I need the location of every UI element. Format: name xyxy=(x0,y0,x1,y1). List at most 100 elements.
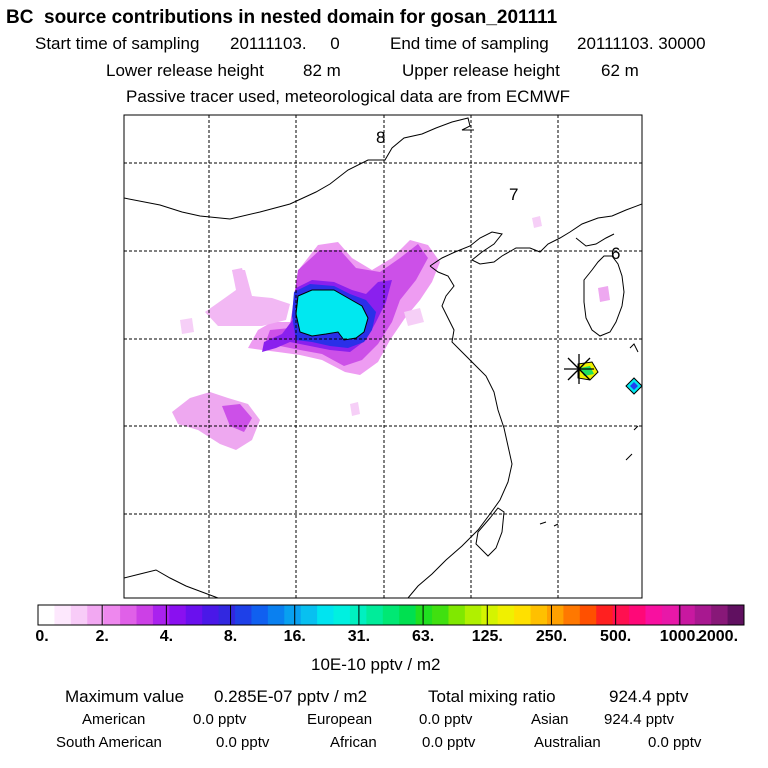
colorbar-swatch xyxy=(563,605,581,625)
colorbar-swatch xyxy=(514,605,532,625)
graticule xyxy=(124,115,642,598)
colorbar-tick-label: 8. xyxy=(223,628,238,645)
colorbar-swatch xyxy=(235,605,252,625)
colorbar-swatch xyxy=(530,605,548,625)
colorbar-swatch xyxy=(185,605,203,625)
plume-blob-north xyxy=(232,268,246,286)
region-south-american-value: 0.0 pptv xyxy=(216,734,270,751)
colorbar-swatch xyxy=(481,605,499,625)
hotspot-east-blue xyxy=(630,382,638,390)
colorbar-swatch xyxy=(546,605,564,625)
colorbar-tick-label: 1000. xyxy=(659,628,700,645)
region-australian-value: 0.0 pptv xyxy=(648,734,702,751)
colorbar-swatch xyxy=(54,605,72,625)
end-time-value: 20111103. 30000 xyxy=(577,34,706,53)
timezone-label-8: 8 xyxy=(376,128,385,147)
colorbar-swatch xyxy=(120,605,138,625)
colorbar-swatch xyxy=(645,605,663,625)
colorbar-swatch xyxy=(136,605,154,625)
lower-height-label: Lower release height xyxy=(106,61,264,80)
lower-height-value: 82 m xyxy=(303,61,341,80)
colorbar-swatch xyxy=(317,605,335,625)
colorbar-swatch xyxy=(727,605,745,625)
colorbar-tick-label: 250. xyxy=(535,628,568,645)
colorbar-swatch xyxy=(152,605,170,625)
map-panel xyxy=(124,115,642,598)
colorbar-tick-label: 63. xyxy=(411,628,435,645)
region-european-value: 0.0 pptv xyxy=(419,711,473,728)
tracer-plume xyxy=(172,216,642,450)
region-south-american-label: South American xyxy=(56,734,162,751)
upper-height-value: 62 m xyxy=(601,61,639,80)
colorbar-swatch xyxy=(612,605,630,625)
region-american-label: American xyxy=(82,711,146,728)
colorbar-tick-label: 16. xyxy=(283,628,306,645)
colorbar-swatch xyxy=(415,605,433,625)
timezone-label-6: 6 xyxy=(611,244,620,263)
upper-height-label: Upper release height xyxy=(402,61,560,80)
colorbar-unit: 10E-10 pptv / m2 xyxy=(311,655,441,674)
plot-title: BC source contributions in nested domain… xyxy=(6,7,558,28)
colorbar-swatch xyxy=(661,605,679,625)
colorbar-swatch xyxy=(87,605,105,625)
colorbar-swatch xyxy=(267,605,285,625)
colorbar-swatch xyxy=(382,605,400,625)
region-american-value: 0.0 pptv xyxy=(193,711,247,728)
colorbar-swatch xyxy=(284,605,302,625)
colorbar-swatch xyxy=(333,605,351,625)
start-time-value: 20111103. 0 xyxy=(230,34,340,53)
plume-outer-west xyxy=(205,270,290,326)
colorbar-swatch xyxy=(103,605,121,625)
subtitle: Passive tracer used, meteorological data… xyxy=(126,87,571,106)
region-australian-label: Australian xyxy=(534,734,601,751)
colorbar-swatch xyxy=(169,605,187,625)
plume-blob-s xyxy=(350,402,360,416)
region-african-label: African xyxy=(330,734,377,751)
colorbar-swatch xyxy=(448,605,466,625)
colorbar-swatch xyxy=(300,605,318,625)
colorbar-swatch xyxy=(711,605,729,625)
colorbar-swatch xyxy=(596,605,614,625)
colorbar-swatch xyxy=(251,605,269,625)
region-african-value: 0.0 pptv xyxy=(422,734,476,751)
map-frame xyxy=(123,114,643,599)
colorbar xyxy=(38,605,745,625)
colorbar-tick-label: 31. xyxy=(347,628,371,645)
total-mixing-value: 924.4 pptv xyxy=(609,687,689,706)
colorbar-ticks xyxy=(37,605,745,625)
region-asian-label: Asian xyxy=(531,711,569,728)
colorbar-swatch xyxy=(38,605,55,625)
colorbar-swatch xyxy=(629,605,646,625)
start-time-label: Start time of sampling xyxy=(35,34,200,53)
colorbar-tick-label: 0. xyxy=(35,628,49,645)
colorbar-tick-label: 2000. xyxy=(697,628,739,645)
colorbar-swatch xyxy=(497,605,515,625)
colorbar-tick-label: 500. xyxy=(600,628,632,645)
plume-cyan-core xyxy=(295,289,369,341)
colorbar-swatch xyxy=(678,605,696,625)
plume-south-west-core xyxy=(222,404,252,432)
colorbar-swatch xyxy=(694,605,712,625)
plume-blob-west xyxy=(180,318,194,334)
max-value: 0.285E-07 pptv / m2 xyxy=(214,687,368,706)
end-time-label: End time of sampling xyxy=(390,34,549,53)
timezone-label-7: 7 xyxy=(509,185,518,204)
region-asian-value: 924.4 pptv xyxy=(604,711,675,728)
colorbar-swatch xyxy=(218,605,236,625)
colorbar-swatch xyxy=(399,605,417,625)
colorbar-swatch xyxy=(464,605,482,625)
plume-blob-east xyxy=(404,308,424,326)
colorbar-tick-label: 4. xyxy=(159,628,174,645)
colorbar-tick-label: 2. xyxy=(95,628,109,645)
colorbar-swatch xyxy=(70,605,88,625)
region-european-label: European xyxy=(307,711,373,728)
plume-blob-ne xyxy=(532,216,542,228)
colorbar-swatch xyxy=(202,605,220,625)
total-mixing-label: Total mixing ratio xyxy=(428,687,556,706)
colorbar-tick-label: 125. xyxy=(471,628,503,645)
coastlines xyxy=(124,117,642,598)
colorbar-swatch xyxy=(432,605,449,625)
plume-blob-korea xyxy=(598,286,610,302)
receptor-marker xyxy=(564,354,594,384)
